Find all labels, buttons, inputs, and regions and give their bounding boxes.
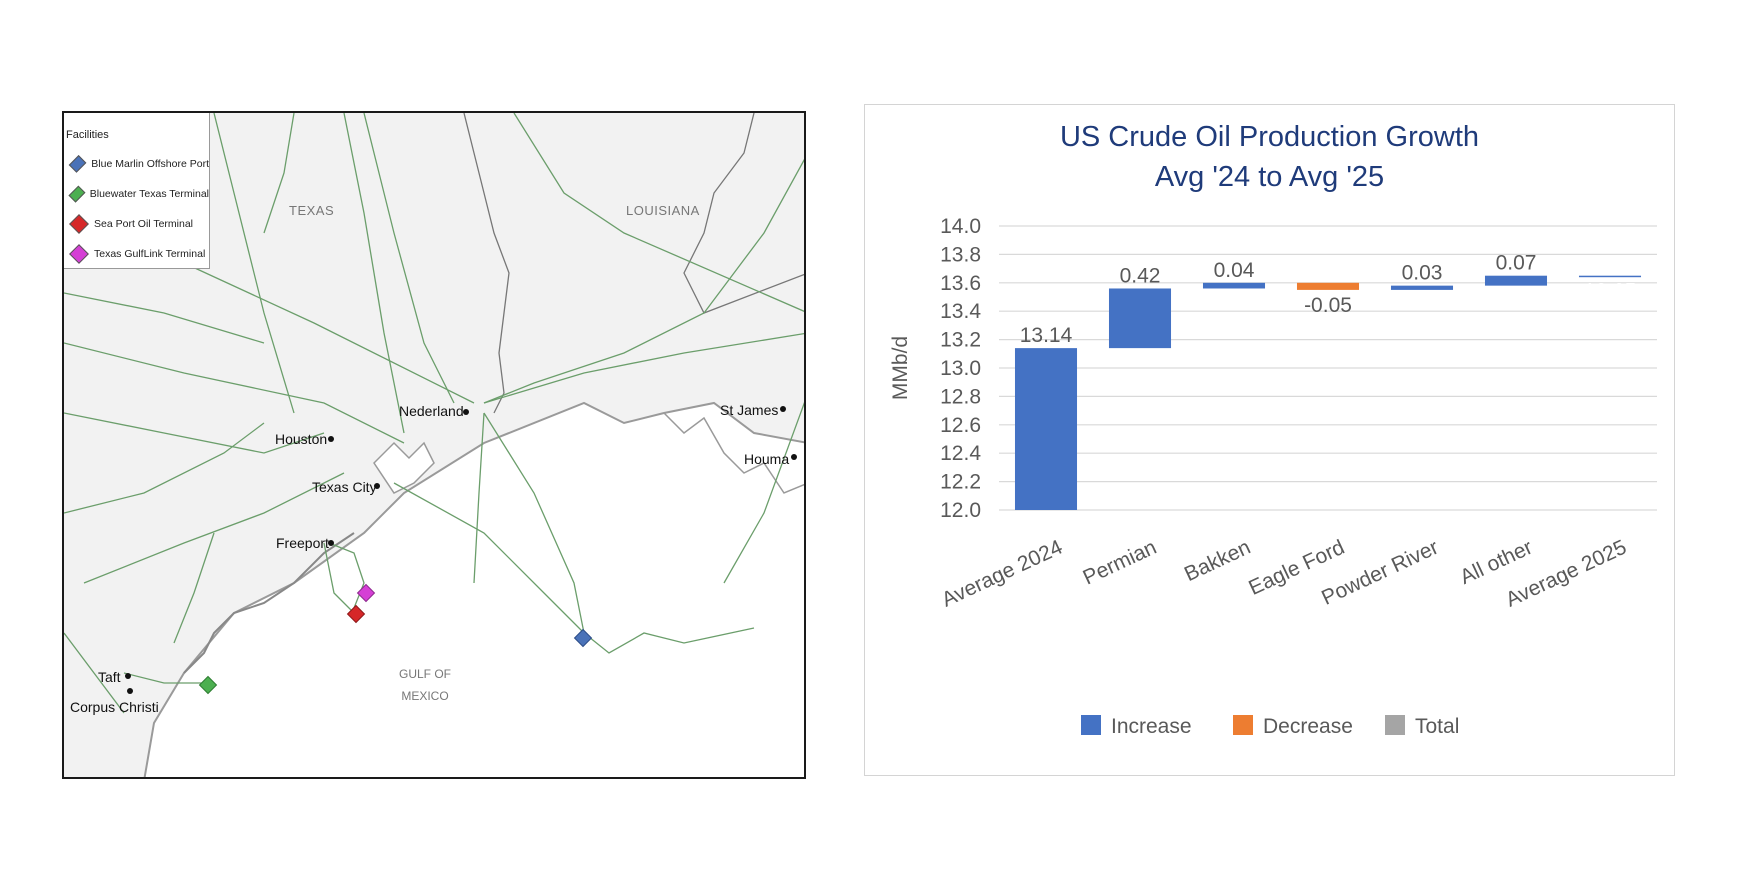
map-legend: Facilities Blue Marlin Offshore Port Blu… (64, 113, 210, 269)
place-st-james: St James (720, 402, 779, 418)
y-tick-label: 12.2 (940, 471, 981, 494)
legend-label: Bluewater Texas Terminal (89, 188, 209, 200)
legend-label: Sea Port Oil Terminal (94, 218, 194, 230)
y-tick-label: 13.2 (940, 329, 981, 352)
tx-la-border (463, 113, 510, 414)
legend-label-total: Total (1415, 715, 1459, 738)
place-houma: Houma (744, 451, 790, 467)
legend-item-texas-gulflink: Texas GulfLink Terminal (66, 239, 209, 269)
map-basemap (64, 113, 804, 777)
gulf-water (143, 401, 804, 777)
south-tx-coast (183, 532, 355, 674)
legend-item-bluewater: Bluewater Texas Terminal (66, 179, 209, 209)
region-gulf: GULF OF MEXICO (399, 663, 451, 707)
chart-title-line2: Avg '24 to Avg '25 (1154, 161, 1385, 193)
y-tick-label: 14.0 (940, 215, 981, 238)
gulf-line2: MEXICO (401, 689, 449, 703)
y-tick-label: 13.6 (940, 272, 981, 295)
y-tick-label: 12.4 (940, 442, 981, 465)
bar-average-2024 (1014, 348, 1078, 510)
data-label: 0.03 (1402, 262, 1443, 285)
y-tick-label: 12.8 (940, 385, 981, 408)
legend-label: Blue Marlin Offshore Port (91, 158, 209, 170)
diamond-icon (69, 244, 89, 264)
legend-swatch-decrease (1233, 715, 1253, 735)
diamond-icon (68, 155, 87, 173)
waterfall-chart: 12.0 12.2 12.4 12.6 12.8 13.0 13.2 13.4 13.6 13.8… (889, 215, 1657, 738)
place-corpus-christi: Corpus Christi (70, 699, 159, 715)
la-river (683, 113, 804, 314)
region-louisiana: LOUISIANA (626, 203, 700, 218)
bar-all-other (1484, 275, 1548, 286)
y-tick-label: 12.0 (940, 499, 981, 522)
legend-swatch-total (1385, 715, 1405, 735)
place-nederland: Nederland (399, 403, 464, 419)
legend-label-decrease: Decrease (1263, 715, 1353, 738)
chart-title-line1: US Crude Oil Production Growth (1059, 121, 1480, 153)
data-label: 0.07 (1496, 252, 1537, 275)
galveston-bay (373, 441, 435, 494)
sea-port-marker (346, 604, 366, 624)
data-label: 0.04 (1214, 259, 1255, 282)
data-label: -0.05 (1304, 294, 1352, 317)
gulf-line1: GULF OF (399, 667, 452, 681)
y-tick-label: 12.6 (940, 414, 981, 437)
production-growth-chart: US Crude Oil Production Growth Avg '24 t… (864, 104, 1675, 776)
data-label: 0.42 (1120, 264, 1161, 287)
la-coast-inlets (663, 412, 804, 494)
bar-average-2025 (1578, 275, 1642, 278)
blue-marlin-marker (573, 628, 593, 648)
place-taft: Taft (98, 669, 121, 685)
legend-item-sea-port: Sea Port Oil Terminal (66, 209, 209, 239)
legend-swatch-increase (1081, 715, 1101, 735)
diamond-icon (69, 214, 89, 234)
legend-label-increase: Increase (1111, 715, 1192, 738)
bar-permian (1108, 288, 1172, 349)
diamond-icon (68, 185, 86, 203)
x-tick-label: Bakken (1181, 536, 1254, 586)
x-tick-label: Average 2024 (938, 536, 1066, 612)
bar-powder-river (1390, 285, 1454, 290)
y-tick-label: 13.0 (940, 357, 981, 380)
bar-eagle-ford (1296, 282, 1360, 290)
y-axis-label: MMb/d (889, 336, 912, 400)
legend-item-blue-marlin: Blue Marlin Offshore Port (66, 149, 209, 179)
data-label: 13.65 (1584, 280, 1637, 303)
place-texas-city: Texas City (312, 479, 377, 495)
bluewater-marker (198, 675, 218, 695)
region-texas: TEXAS (289, 203, 335, 218)
data-label: 13.14 (1020, 324, 1073, 347)
place-freeport: Freeport (276, 535, 329, 551)
gulf-coast-facilities-map: Facilities Blue Marlin Offshore Port Blu… (62, 111, 806, 779)
legend-label: Texas GulfLink Terminal (94, 248, 206, 260)
y-tick-label: 13.8 (940, 243, 981, 266)
x-tick-label: Permian (1080, 536, 1161, 590)
texas-gulflink-marker (356, 583, 376, 603)
legend-title: Facilities (66, 129, 109, 141)
place-houston: Houston (275, 431, 328, 447)
bar-bakken (1202, 282, 1266, 289)
y-tick-label: 13.4 (940, 300, 981, 323)
